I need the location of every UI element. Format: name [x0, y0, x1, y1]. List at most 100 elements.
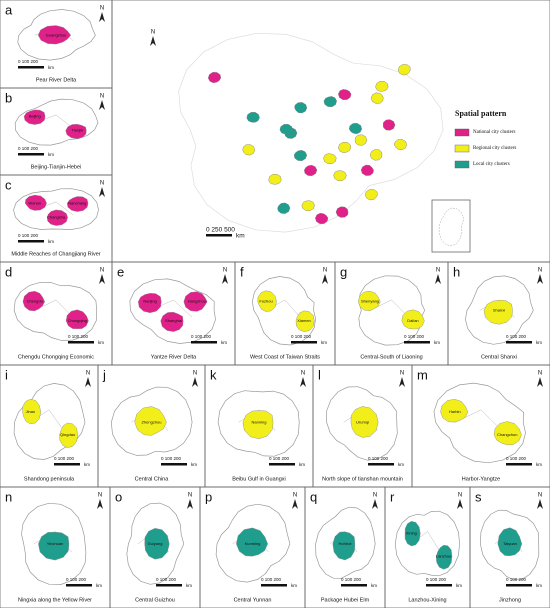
main-cluster: [369, 149, 383, 161]
panel-caption: Harbor-Yangtze: [462, 476, 500, 482]
main-cluster: [279, 124, 293, 135]
city-label: Changsha: [47, 215, 66, 220]
main-cluster: [394, 139, 408, 151]
legend-label: Regional city clusters: [473, 146, 516, 151]
panel-letter: g: [340, 264, 347, 279]
north-label: N: [188, 493, 192, 499]
scale-unit: km: [48, 152, 54, 157]
scale-bar: [269, 463, 295, 466]
main-cluster: [333, 170, 347, 181]
city-cluster: [493, 421, 522, 446]
north-label: N: [538, 371, 542, 377]
scale-bar: [54, 463, 80, 466]
city-label: Beijing: [29, 113, 41, 118]
scale-unit: km: [98, 340, 104, 345]
main-cluster: [277, 202, 291, 214]
inset-islands: [438, 207, 465, 247]
scale-label: 0 100 200: [341, 577, 362, 582]
city-label: Hohhot: [339, 541, 353, 546]
city-label: Shanghai: [165, 318, 182, 323]
panel-caption: Central China: [135, 476, 170, 482]
main-cluster: [370, 92, 384, 104]
city-label: Shanxi: [493, 307, 505, 312]
city-label: Xining: [406, 531, 417, 536]
north-label: N: [100, 6, 104, 12]
city-label: Chongqing: [68, 318, 87, 323]
main-cluster: [364, 189, 378, 201]
main-cluster: [301, 200, 315, 211]
panel-letter: q: [310, 489, 317, 504]
scale-bar: [506, 463, 532, 466]
scale-bar: [18, 66, 44, 69]
region-inner: [369, 299, 409, 318]
main-cluster: [382, 119, 396, 131]
scale-label: 0 100 200: [18, 146, 39, 151]
scale-unit: km: [536, 462, 542, 467]
panel-caption: Jinzhong: [499, 597, 521, 603]
city-label: Changchun: [497, 432, 517, 437]
scale-label: 0 100 200: [291, 334, 312, 339]
scale-unit: km: [321, 340, 327, 345]
scale-unit: km: [236, 233, 245, 240]
north-arrow: [222, 274, 228, 284]
main-cluster: [207, 72, 222, 84]
panel-caption: Central Yunnan: [234, 597, 272, 603]
city-label: Yinchuan: [47, 541, 64, 546]
main-cluster: [294, 102, 308, 114]
scale-bar: [506, 341, 532, 344]
panel-caption: Pear River Delta: [36, 77, 77, 83]
city-label: Urumqi: [356, 419, 369, 424]
scale-label: 0 100 200: [156, 577, 177, 582]
city-cluster: [160, 311, 184, 332]
panel-caption: Central Guizhou: [135, 597, 175, 603]
city-cluster: [242, 410, 274, 440]
main-cluster: [348, 123, 363, 135]
north-label: N: [301, 371, 305, 377]
panel-caption: North slope of tianshan mountain: [322, 476, 403, 482]
legend-title: Spatial pattern: [455, 109, 507, 118]
scale-unit: km: [186, 583, 192, 588]
city-label: Tianjin: [71, 128, 83, 133]
north-label: N: [538, 268, 542, 274]
city-cluster: [332, 531, 356, 561]
panel-caption: Beibu Gulf in Guangxi: [232, 476, 286, 482]
main-cluster: [375, 81, 389, 92]
scale-bar: [291, 341, 317, 344]
main-cluster: [323, 96, 337, 107]
panel-letter: b: [5, 90, 12, 105]
panel-letter: l: [318, 367, 321, 382]
city-label: Jinan: [26, 409, 36, 414]
panel-letter: c: [5, 177, 12, 192]
legend-label: National city clusters: [473, 130, 516, 135]
scale-unit: km: [221, 340, 227, 345]
scale-label: 0 100 200: [269, 456, 290, 461]
north-arrow: [537, 377, 543, 387]
city-cluster: [183, 291, 208, 312]
north-arrow: [322, 274, 328, 284]
legend-swatch: [454, 128, 470, 137]
scale-bar: [18, 240, 44, 243]
city-cluster: [401, 309, 425, 330]
scale-bar: [206, 234, 232, 237]
main-cluster: [397, 64, 411, 76]
north-arrow: [150, 36, 156, 46]
north-label: N: [293, 493, 297, 499]
scale-bar: [191, 341, 217, 344]
north-arrow: [192, 377, 198, 387]
city-cluster: [236, 527, 268, 557]
north-label: N: [458, 493, 462, 499]
region-outline: [13, 281, 98, 341]
city-label: Lanzhou: [436, 553, 451, 558]
scale-unit: km: [84, 462, 90, 467]
panel-caption: West Coast of Taiwan Straits: [250, 354, 320, 360]
scale-label: 0 100 200: [368, 456, 389, 461]
scale-unit: km: [299, 462, 305, 467]
scale-bar: [404, 341, 430, 344]
north-arrow: [457, 499, 463, 509]
north-label: N: [86, 371, 90, 377]
city-label: Chengdu: [27, 299, 43, 304]
scale-label: 0 100 200: [506, 456, 527, 461]
panel-caption: Middle Reaches of Changjiang River: [11, 251, 100, 257]
scale-label: 0 100 200: [54, 456, 75, 461]
panel-letter: d: [5, 264, 12, 279]
